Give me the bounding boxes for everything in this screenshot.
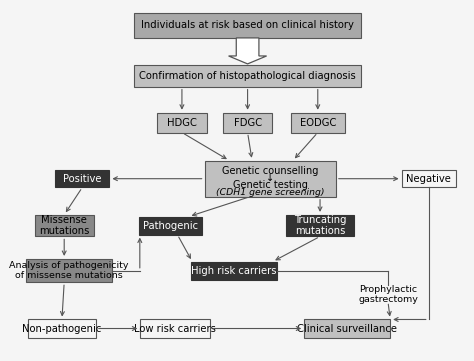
FancyBboxPatch shape xyxy=(139,217,202,235)
FancyBboxPatch shape xyxy=(191,262,277,280)
FancyBboxPatch shape xyxy=(35,215,94,236)
FancyBboxPatch shape xyxy=(304,319,390,338)
Text: Analysis of pathogenicity
of missense mutations: Analysis of pathogenicity of missense mu… xyxy=(9,261,128,280)
Text: Positive: Positive xyxy=(63,174,101,184)
Text: Genetic testing: Genetic testing xyxy=(233,180,308,190)
Text: Negative: Negative xyxy=(406,174,451,184)
FancyBboxPatch shape xyxy=(140,319,210,338)
Text: ↓: ↓ xyxy=(266,173,274,183)
FancyBboxPatch shape xyxy=(291,113,345,132)
FancyBboxPatch shape xyxy=(135,65,361,87)
Text: High risk carriers: High risk carriers xyxy=(191,266,277,276)
FancyBboxPatch shape xyxy=(205,161,336,197)
Text: Prophylactic
gastrectomy: Prophylactic gastrectomy xyxy=(358,284,418,304)
Text: HDGC: HDGC xyxy=(167,118,197,128)
Polygon shape xyxy=(228,38,266,64)
Text: (CDH1 gene screening): (CDH1 gene screening) xyxy=(216,188,325,197)
FancyBboxPatch shape xyxy=(286,215,354,236)
Text: Low risk carriers: Low risk carriers xyxy=(134,323,216,334)
Text: FDGC: FDGC xyxy=(234,118,262,128)
FancyBboxPatch shape xyxy=(28,319,96,338)
Text: Confirmation of histopathological diagnosis: Confirmation of histopathological diagno… xyxy=(139,71,356,81)
Text: Individuals at risk based on clinical history: Individuals at risk based on clinical hi… xyxy=(141,20,354,30)
FancyBboxPatch shape xyxy=(401,170,456,187)
FancyBboxPatch shape xyxy=(55,170,109,187)
FancyBboxPatch shape xyxy=(135,13,361,38)
FancyBboxPatch shape xyxy=(223,113,273,132)
Text: Truncating
mutations: Truncating mutations xyxy=(294,215,346,236)
Text: Pathogenic: Pathogenic xyxy=(143,221,198,231)
Text: Non-pathogenic: Non-pathogenic xyxy=(22,323,101,334)
Text: Missense
mutations: Missense mutations xyxy=(39,215,90,236)
Text: Genetic counselling: Genetic counselling xyxy=(222,166,319,176)
Text: Clinical surveillance: Clinical surveillance xyxy=(297,323,397,334)
Text: EODGC: EODGC xyxy=(300,118,336,128)
FancyBboxPatch shape xyxy=(157,113,207,132)
FancyBboxPatch shape xyxy=(26,259,112,282)
